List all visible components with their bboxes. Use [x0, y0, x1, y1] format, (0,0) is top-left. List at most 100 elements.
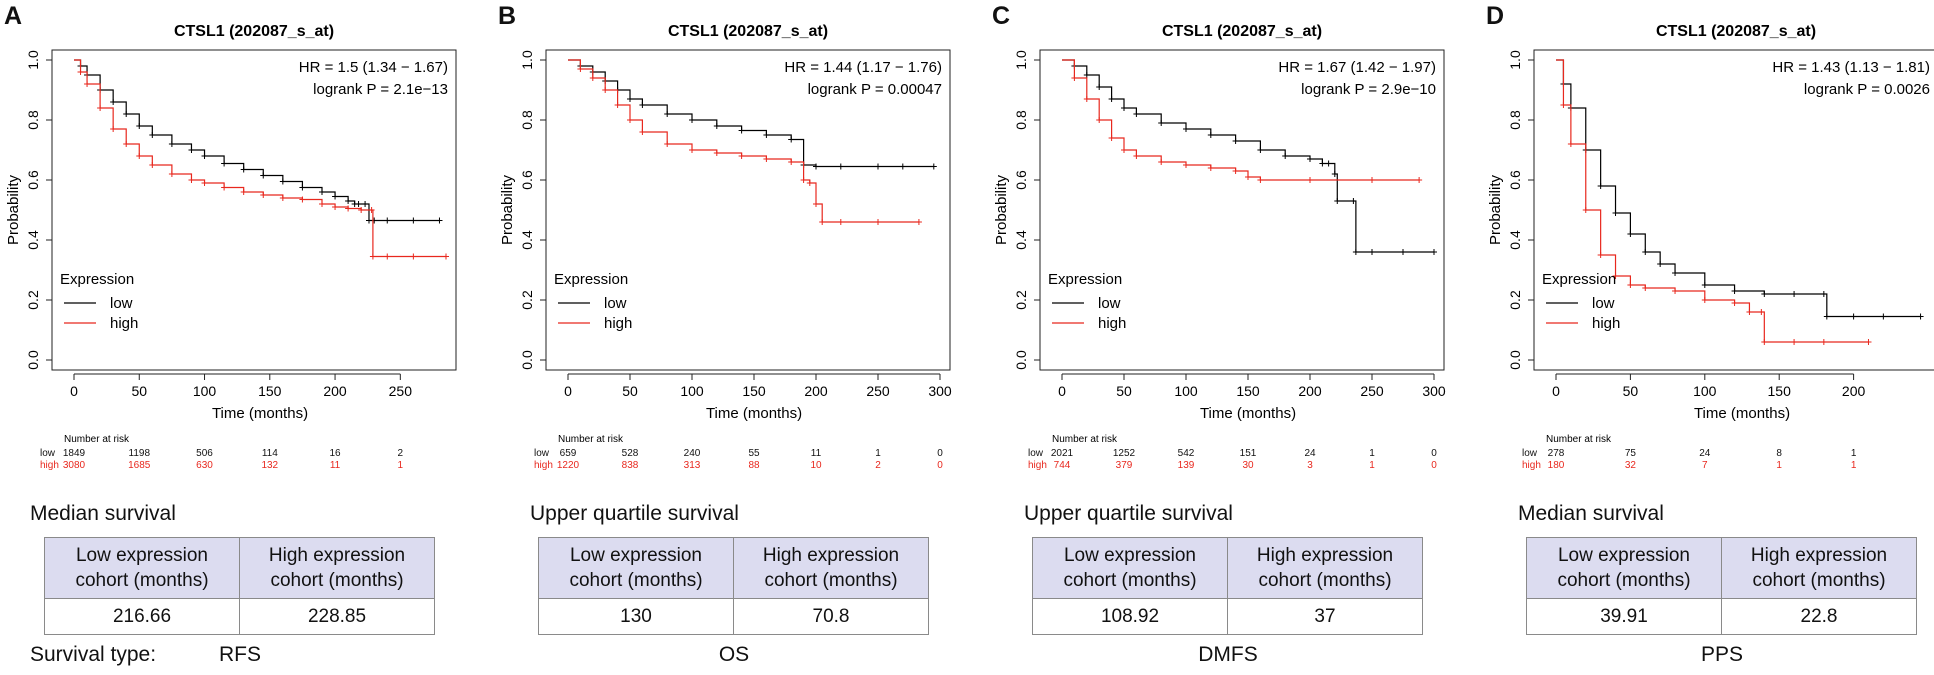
- risk-count-high: 1: [1776, 460, 1782, 471]
- censor-mark-low: [319, 189, 325, 195]
- censor-mark-low: [384, 217, 391, 224]
- logrank-p: logrank P = 0.0026: [1804, 81, 1930, 98]
- y-axis-label: Probability: [993, 174, 1010, 245]
- censor-mark-high: [1820, 339, 1827, 345]
- censor-mark-low: [1108, 96, 1115, 102]
- censor-mark-low: [1158, 120, 1165, 126]
- x-axis-label: Time (months): [706, 405, 802, 422]
- y-tick-label: 0.8: [1507, 110, 1523, 130]
- risk-count-high: 0: [937, 460, 943, 471]
- y-tick-label: 0.0: [519, 350, 535, 370]
- censor-mark-low: [738, 127, 745, 134]
- risk-count-high: 1: [1369, 460, 1375, 471]
- censor-mark-low: [332, 193, 339, 200]
- censor-mark-high: [136, 153, 143, 159]
- censor-mark-high: [602, 87, 609, 93]
- censor-mark-high: [915, 219, 922, 225]
- hazard-ratio: HR = 1.43 (1.13 − 1.81): [1772, 59, 1930, 76]
- chart-title: CTSL1 (202087_s_at): [668, 23, 828, 40]
- censor-mark-high: [1865, 339, 1872, 345]
- risk-count-high: 32: [1625, 460, 1637, 471]
- x-tick-label: 200: [804, 383, 828, 399]
- censor-mark-low: [1319, 160, 1326, 167]
- y-axis-label: Probability: [1487, 174, 1504, 245]
- censor-mark-high: [1245, 174, 1251, 180]
- censor-mark-high: [1121, 147, 1127, 153]
- logrank-p: logrank P = 2.9e−10: [1301, 81, 1436, 98]
- survival-table: Low expression cohort (months) High expre…: [1032, 537, 1423, 635]
- survival-type-label: Survival type:: [30, 643, 157, 666]
- risk-row-label-low: low: [1028, 448, 1044, 459]
- risk-count-high: 313: [684, 460, 701, 471]
- x-tick-label: 200: [1298, 383, 1322, 399]
- censor-mark-high: [1567, 141, 1574, 147]
- censor-mark-low: [1083, 72, 1090, 78]
- panel-d: D CTSL1 (202087_s_at) 0.0 0.2 0.4 0.6 0.8 1.0 0 5…: [1482, 0, 1934, 675]
- censor-mark-low: [1307, 156, 1313, 162]
- plot-frame: [545, 49, 951, 371]
- panel-letter: C: [992, 2, 1011, 30]
- risk-row-label-high: high: [534, 460, 553, 471]
- risk-count-low: 114: [262, 448, 278, 459]
- table-header-high: High expression cohort (months): [733, 537, 929, 599]
- x-tick-label: 0: [1058, 383, 1066, 399]
- risk-count-high: 2: [875, 460, 881, 471]
- survival-type: PPS: [1700, 643, 1744, 666]
- panel-a: A CTSL1 (202087_s_at) 0.0 0.2 0.4 0.6 0.8 1.0 0 5…: [0, 0, 484, 675]
- risk-row-label-high: high: [40, 460, 59, 471]
- risk-count-high: 630: [196, 460, 213, 471]
- metric-label: Median survival: [1518, 502, 1664, 525]
- y-tick-label: 0.2: [25, 290, 41, 310]
- risk-count-high: 1685: [128, 460, 151, 471]
- censor-mark-low: [639, 102, 646, 108]
- x-tick-label: 100: [680, 383, 704, 399]
- risk-count-high: 0: [1431, 460, 1437, 471]
- y-axis-label: Probability: [5, 174, 22, 245]
- censor-mark-low: [1701, 282, 1708, 288]
- censor-mark-high: [97, 105, 104, 111]
- survival-table: Low expression cohort (months) High expre…: [538, 537, 929, 635]
- censor-mark-low: [1232, 138, 1239, 144]
- risk-count-high: 132: [261, 460, 278, 471]
- y-tick-label: 1.0: [1507, 50, 1523, 70]
- censor-mark-high: [1369, 177, 1375, 183]
- x-tick-label: 250: [866, 383, 890, 399]
- risk-count-low: 240: [684, 448, 701, 459]
- censor-mark-low: [875, 163, 881, 170]
- y-tick-label: 1.0: [1013, 50, 1029, 70]
- x-tick-label: 150: [1768, 383, 1792, 399]
- legend-label-high: high: [1098, 315, 1126, 332]
- risk-count-low: 2: [398, 448, 404, 459]
- censor-mark-low: [1282, 153, 1289, 159]
- censor-mark-low: [763, 132, 770, 138]
- risk-count-high: 838: [622, 460, 639, 471]
- metric-label: Median survival: [30, 502, 176, 525]
- y-tick-label: 0.0: [25, 350, 41, 370]
- y-tick-label: 0.2: [1507, 290, 1523, 310]
- survival-table: Low expression cohort (months) High expre…: [1526, 537, 1917, 635]
- table-value-low: 108.92: [1032, 598, 1228, 635]
- risk-count-high: 11: [330, 460, 341, 471]
- x-tick-label: 150: [742, 383, 766, 399]
- censor-mark-high: [77, 69, 84, 75]
- hazard-ratio: HR = 1.5 (1.34 − 1.67): [299, 59, 448, 76]
- censor-mark-low: [362, 201, 369, 207]
- risk-count-low: 659: [560, 448, 577, 459]
- censor-mark-high: [689, 147, 695, 153]
- legend-title: Expression: [1048, 271, 1122, 288]
- x-tick-label: 0: [70, 383, 78, 399]
- legend-title: Expression: [1542, 271, 1616, 288]
- risk-count-low: 55: [748, 448, 760, 459]
- censor-mark-high: [319, 201, 325, 207]
- censor-mark-high: [358, 207, 365, 213]
- censor-mark-low: [1400, 249, 1406, 255]
- risk-count-low: 528: [622, 448, 639, 459]
- censor-mark-high: [1761, 339, 1768, 345]
- table-header-low: Low expression cohort (months): [538, 537, 734, 599]
- censor-mark-low: [813, 163, 819, 170]
- risk-count-high: 139: [1178, 460, 1195, 471]
- censor-mark-low: [1352, 249, 1359, 255]
- y-tick-label: 0.0: [1013, 350, 1029, 370]
- risk-count-high: 30: [1242, 460, 1254, 471]
